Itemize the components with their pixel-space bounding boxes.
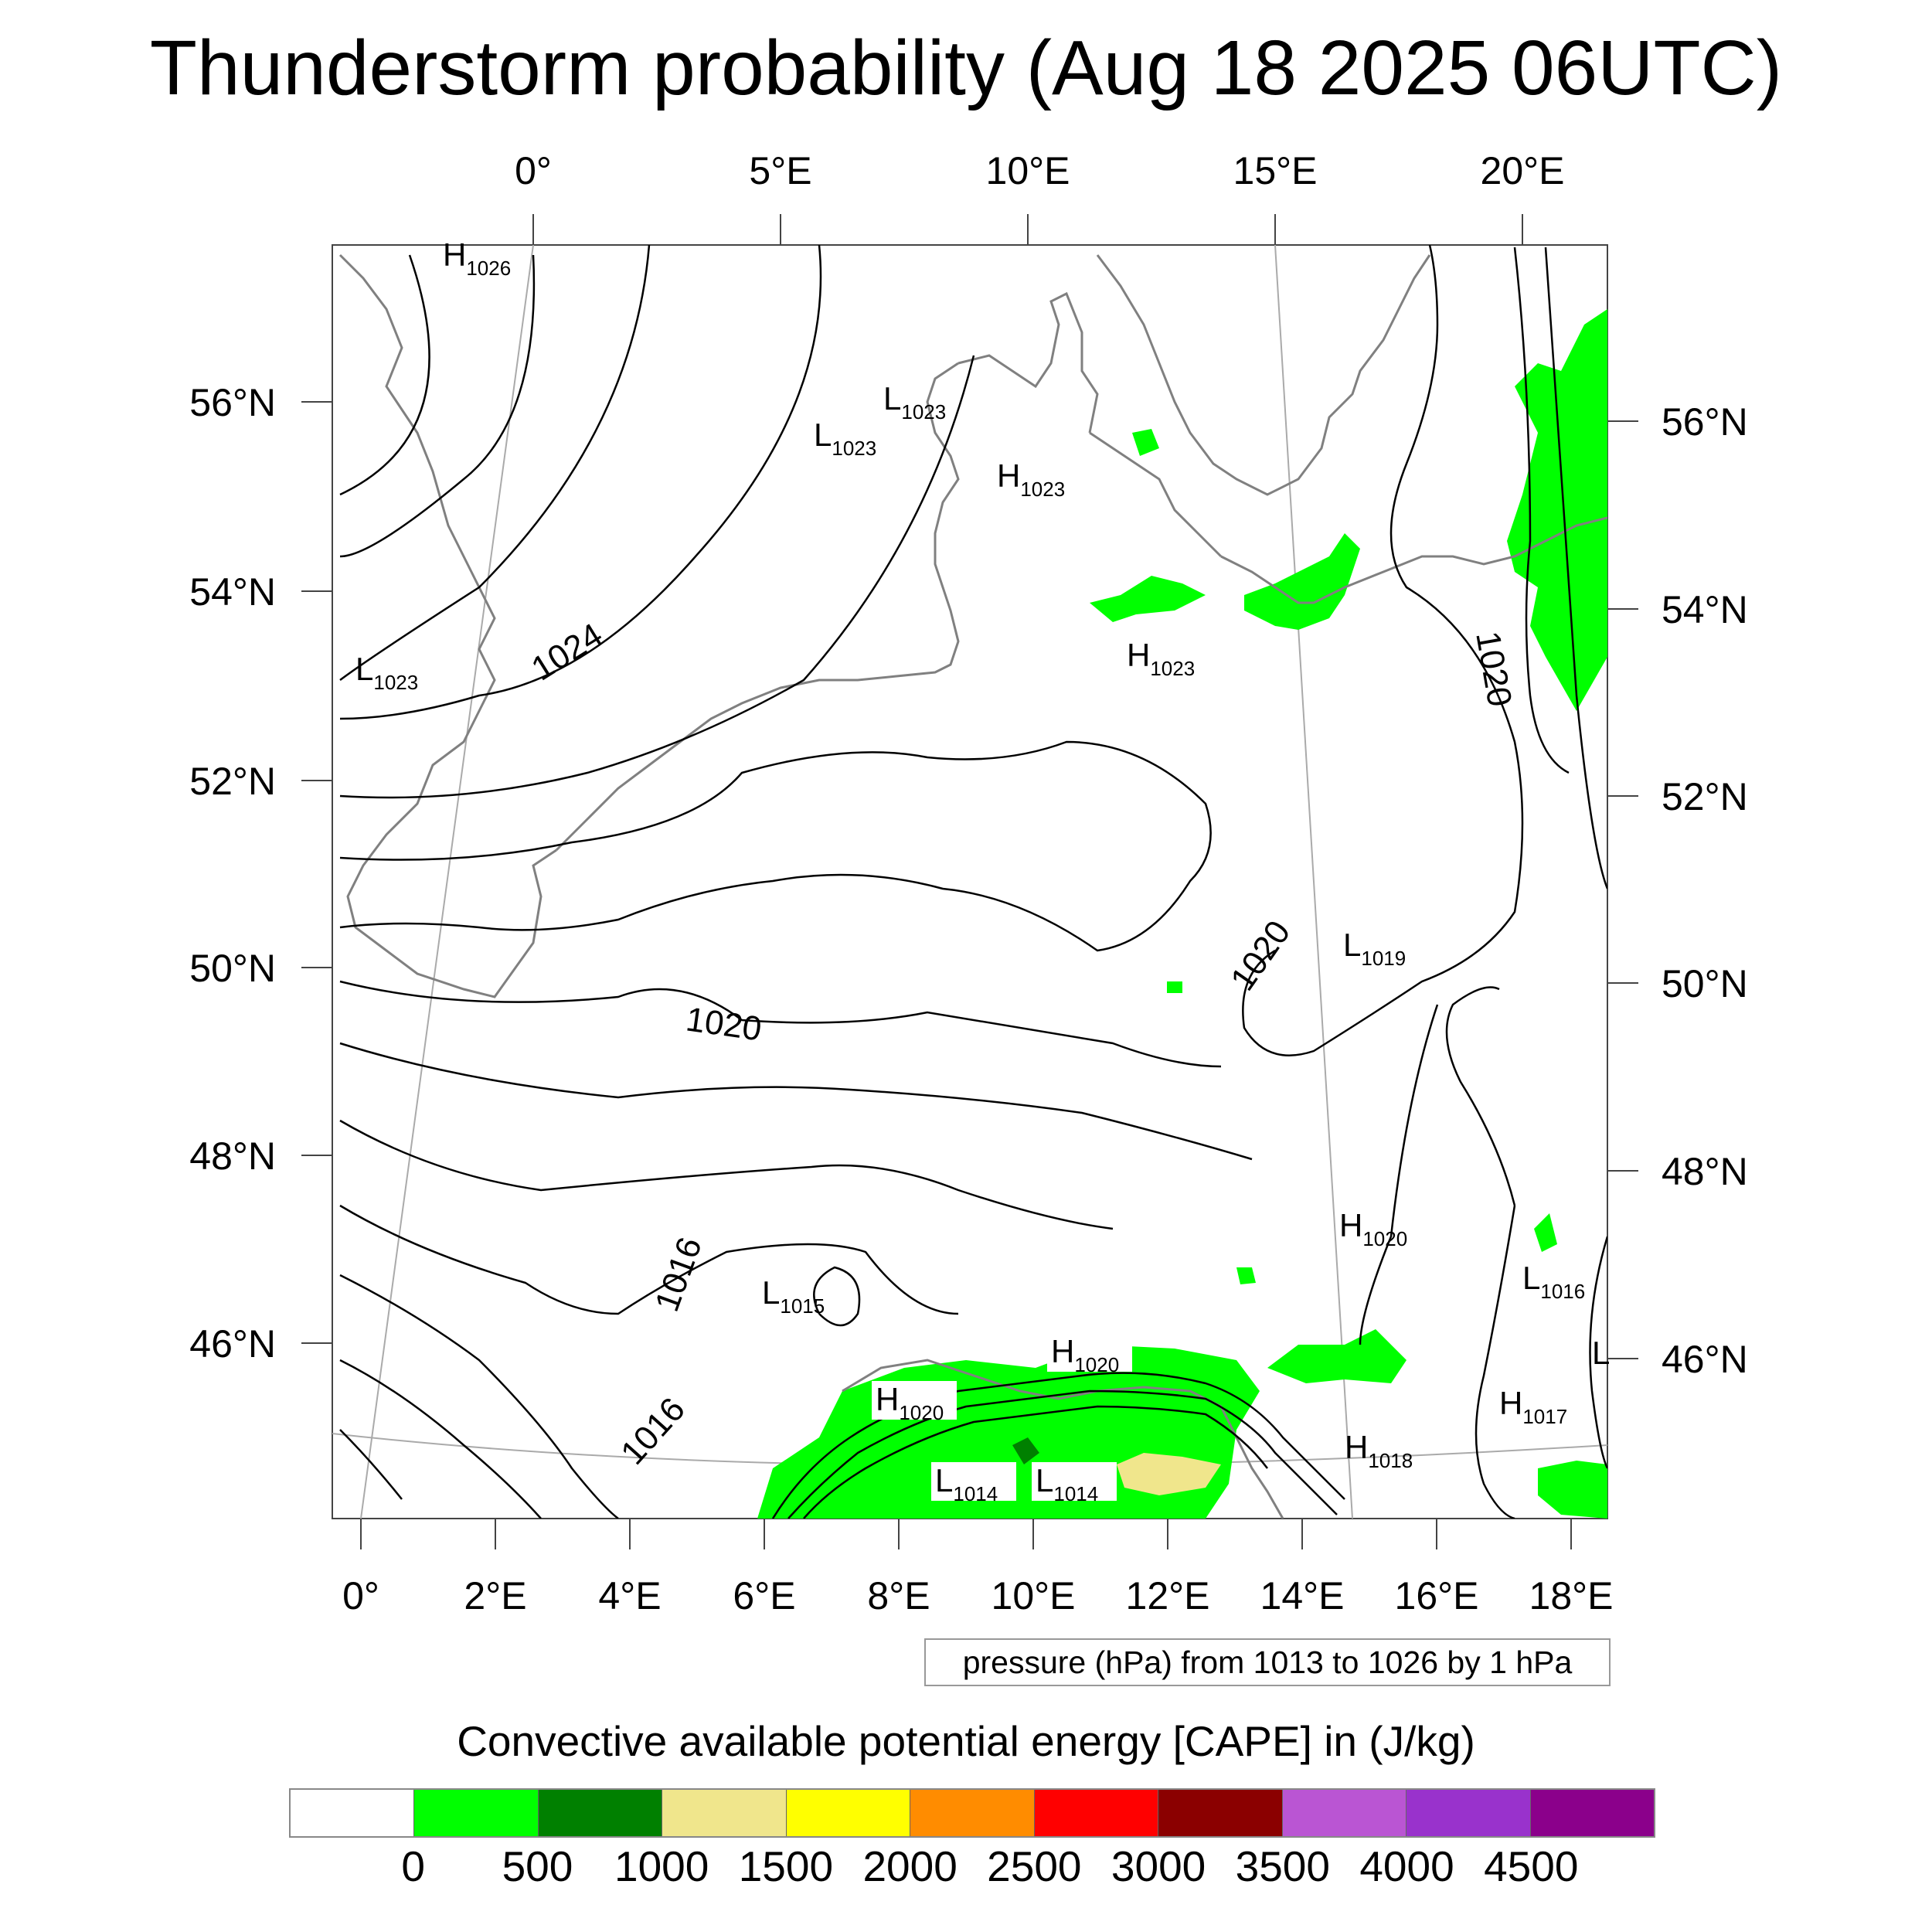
tick-label: 52°N: [189, 760, 276, 803]
pressure-center: L1015: [762, 1274, 825, 1318]
tick-label: 14°E: [1260, 1574, 1345, 1617]
right-latitude-labels: 56°N 54°N 52°N 50°N 48°N 46°N: [1662, 400, 1748, 1381]
pressure-center: L1014: [935, 1462, 998, 1505]
map-frame: [332, 244, 1608, 1519]
tick-label: 2°E: [464, 1574, 526, 1617]
colorbar-labels: 0 500 1000 1500 2000 2500 3000 3500 4000 4500: [289, 1839, 1655, 1893]
pressure-center-box: [1032, 1462, 1117, 1501]
pressure-centers: H1026 L1023 L1023 L1023 H1023 H1023 L101…: [355, 236, 1610, 1505]
colorbar-label: 3000: [1111, 1842, 1206, 1890]
bottom-longitude-labels: 0° 2°E 4°E 6°E 8°E 10°E 12°E 14°E 16°E 1…: [342, 1574, 1613, 1617]
colorbar-swatch: [662, 1790, 787, 1836]
tick-label: 46°N: [189, 1322, 276, 1366]
colorbar-swatch: [538, 1790, 663, 1836]
pressure-center: H1023: [1127, 637, 1195, 680]
colorbar-swatch: [291, 1790, 415, 1836]
tick-label: 10°E: [992, 1574, 1076, 1617]
tick-label: 8°E: [867, 1574, 930, 1617]
map-title: Thunderstorm probability (Aug 18 2025 06…: [149, 25, 1783, 111]
pressure-center: L1023: [814, 417, 876, 460]
tick-label: 56°N: [189, 381, 276, 424]
pressure-center: L1016: [1522, 1260, 1585, 1303]
colorbar-title: Convective available potential energy [C…: [457, 1717, 1475, 1765]
colorbar-swatch: [414, 1790, 539, 1836]
pressure-center: H1020: [876, 1381, 944, 1424]
pressure-center: L1023: [355, 651, 418, 694]
tick-label: 16°E: [1395, 1574, 1479, 1617]
colorbar-label: 0: [401, 1842, 426, 1890]
tick-label: 10°E: [986, 149, 1070, 192]
colorbar-label: 1500: [738, 1842, 834, 1890]
colorbar-label: 4000: [1359, 1842, 1454, 1890]
colorbar-label: 2500: [987, 1842, 1082, 1890]
left-latitude-labels: 56°N 54°N 52°N 50°N 48°N 46°N: [189, 381, 276, 1366]
tick-label: 0°: [515, 149, 552, 192]
tick-label: 54°N: [1662, 588, 1748, 631]
pressure-center-box: [872, 1381, 957, 1420]
colorbar-swatch: [786, 1790, 911, 1836]
pressure-center: H1018: [1345, 1429, 1413, 1472]
pressure-center: L1014: [1036, 1462, 1098, 1505]
colorbar-swatch: [1406, 1790, 1531, 1836]
cape-colorbar: [289, 1788, 1655, 1838]
colorbar-label: 500: [502, 1842, 573, 1890]
tick-label: 56°N: [1662, 400, 1748, 444]
tick-label: 4°E: [598, 1574, 661, 1617]
coastlines: [338, 253, 1607, 1519]
pressure-center: H1020: [1051, 1333, 1119, 1376]
tick-label: 6°E: [733, 1574, 795, 1617]
tick-label: 5°E: [749, 149, 811, 192]
colorbar-swatch: [910, 1790, 1035, 1836]
pressure-center: H1026: [443, 236, 511, 280]
colorbar-swatch: [1158, 1790, 1283, 1836]
pressure-center: H1017: [1499, 1385, 1567, 1428]
pressure-center: L1023: [883, 380, 946, 423]
tick-label: 54°N: [189, 570, 276, 614]
pressure-center: H1023: [997, 457, 1065, 501]
tick-label: 12°E: [1126, 1574, 1210, 1617]
tick-label: 48°N: [1662, 1150, 1748, 1193]
pressure-center-box: [1047, 1333, 1132, 1372]
tick-label: 0°: [342, 1574, 379, 1617]
tick-label: 15°E: [1233, 149, 1318, 192]
map-content: [332, 245, 1607, 1519]
pressure-center: L: [1592, 1335, 1610, 1371]
top-longitude-labels: 0° 5°E 10°E 15°E 20°E: [515, 149, 1564, 192]
colorbar-label: 1000: [614, 1842, 709, 1890]
tick-label: 20°E: [1481, 149, 1565, 192]
pressure-center: H1020: [1339, 1207, 1407, 1250]
tick-label: 50°N: [189, 947, 276, 990]
pressure-center: L1019: [1343, 927, 1406, 970]
pressure-center-box: [931, 1462, 1016, 1501]
colorbar-label: 2000: [862, 1842, 957, 1890]
colorbar-swatch: [1282, 1790, 1407, 1836]
colorbar-swatch: [1034, 1790, 1159, 1836]
colorbar-label: 3500: [1235, 1842, 1330, 1890]
tick-label: 48°N: [189, 1134, 276, 1178]
tick-label: 50°N: [1662, 962, 1748, 1005]
tick-marks: [301, 214, 1638, 1549]
tick-label: 46°N: [1662, 1338, 1748, 1381]
tick-label: 18°E: [1529, 1574, 1614, 1617]
tick-label: 52°N: [1662, 775, 1748, 818]
colorbar-swatch: [1530, 1790, 1654, 1836]
pressure-contour-note: pressure (hPa) from 1013 to 1026 by 1 hP…: [924, 1638, 1611, 1686]
isobars: [339, 245, 1607, 1519]
colorbar-label: 4500: [1484, 1842, 1579, 1890]
